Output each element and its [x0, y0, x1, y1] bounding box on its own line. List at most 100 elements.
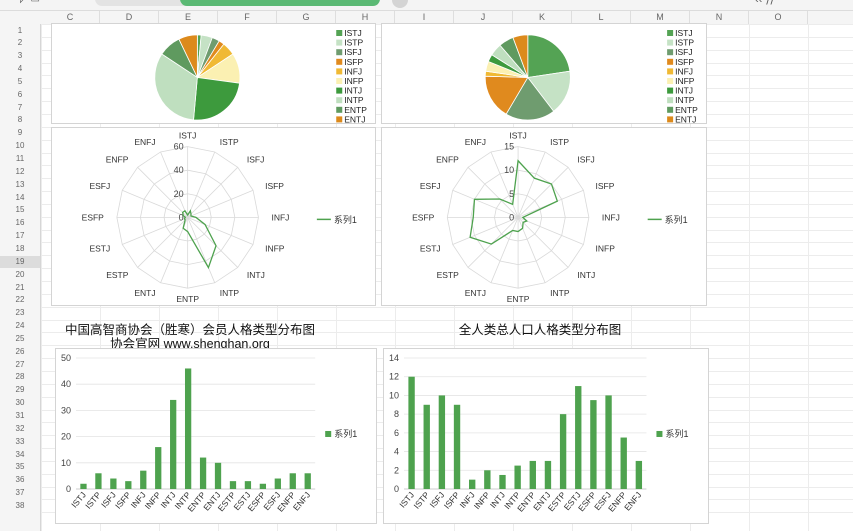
legend-swatch-ENTP [667, 106, 674, 113]
row-header-3[interactable]: 3 [17, 51, 23, 61]
row-header-6[interactable]: 6 [17, 89, 23, 99]
column-header-J[interactable]: J [454, 11, 513, 24]
bar-tick-label: 40 [61, 379, 71, 389]
pie-slice-ENTJ [178, 34, 198, 78]
row-header-10[interactable]: 10 [15, 141, 25, 151]
row-header-8[interactable]: 8 [17, 115, 23, 125]
row-header-36[interactable]: 36 [15, 475, 25, 485]
chart-right-pie[interactable]: ISTJ ISTP ISFJ ISFP INFJ INFP INTJ INTP ENTP ENTJ [381, 23, 707, 124]
bar-ISTJ [80, 483, 87, 489]
chart-left-pie[interactable]: ISTJ ISTP ISFJ ISFP INFJ INFP INTJ INTP ENTP ENTJ [51, 23, 376, 124]
radar-category-label-ISFP: ISFP [265, 181, 284, 191]
column-header-O[interactable]: O [749, 11, 808, 24]
chart-right-radar[interactable]: 0 5 10 15 ISTJ ISTP ISFJ ISFP INFJ INFP INTJ INTP EN… [381, 127, 707, 306]
column-header-G[interactable]: G [277, 11, 336, 24]
column-header-C[interactable]: C [41, 11, 100, 24]
row-header-13[interactable]: 13 [15, 179, 25, 189]
row-header-37[interactable]: 37 [15, 488, 25, 498]
column-header-D[interactable]: D [100, 11, 159, 24]
row-header-25[interactable]: 25 [15, 333, 25, 343]
bar-ENTJ [544, 460, 552, 489]
column-header-F[interactable]: F [218, 11, 277, 24]
radar-spoke [187, 217, 216, 283]
legend-label-ENTP: ENTP [344, 105, 367, 115]
bar-ESFJ [605, 395, 612, 489]
radar-spoke [187, 217, 239, 268]
radar-category-label-ESTP: ESTP [437, 270, 460, 280]
row-header-4[interactable]: 4 [17, 64, 23, 74]
row-header-20[interactable]: 20 [15, 269, 25, 279]
legend-swatch-ISFJ [667, 49, 674, 56]
row-header-28[interactable]: 28 [15, 372, 25, 382]
column-header-M[interactable]: M [631, 11, 690, 24]
radar-spoke [467, 167, 519, 218]
row-header-23[interactable]: 23 [15, 308, 25, 318]
row-header-19[interactable]: 19 [0, 255, 40, 268]
chart-right-bar[interactable]: 0 2 4 6 8 10 12 14 系列1 ISTJ ISTP ISFJ ISFP INFJ INFP IN… [383, 348, 709, 524]
column-header-L[interactable]: L [572, 11, 631, 24]
bar-category-label-ISTP: ISTP [83, 490, 103, 511]
row-header-21[interactable]: 21 [15, 282, 25, 292]
row-header-17[interactable]: 17 [15, 231, 25, 241]
column-header-I[interactable]: I [395, 11, 454, 24]
toolbar-icons-left[interactable]: ◸ ▭ [20, 0, 40, 5]
radar-category-label-ENFJ: ENFJ [465, 137, 486, 147]
row-header-9[interactable]: 9 [17, 128, 23, 138]
bar-tick-label: 10 [389, 390, 399, 400]
radar-tick-label: 15 [504, 142, 514, 152]
legend-label-INTP: INTP [675, 95, 695, 105]
row-header-26[interactable]: 26 [15, 346, 25, 356]
row-header-11[interactable]: 11 [15, 154, 25, 163]
radar-category-label-INFP: INFP [265, 244, 285, 254]
bar-ESFP [259, 483, 267, 489]
bar-INTJ [170, 399, 177, 489]
row-header-5[interactable]: 5 [17, 76, 23, 86]
row-header-12[interactable]: 12 [15, 166, 25, 176]
row-header-15[interactable]: 15 [15, 205, 25, 215]
row-header-16[interactable]: 16 [15, 218, 25, 228]
row-header-33[interactable]: 33 [15, 436, 25, 446]
bar-INFJ [469, 479, 476, 489]
pie-slice-ISTJ [527, 34, 571, 78]
row-header-2[interactable]: 2 [17, 38, 23, 48]
chart-left-bar[interactable]: 0 10 20 30 40 50 系列1 ISTJ ISTP ISFJ ISFP INFJ INFP IN… [55, 348, 377, 524]
row-header-7[interactable]: 7 [17, 102, 23, 112]
legend-label: 系列1 [665, 214, 688, 225]
column-header-H[interactable]: H [336, 11, 395, 24]
toolbar-tab-active[interactable] [180, 0, 380, 6]
row-header-14[interactable]: 14 [15, 192, 25, 202]
chart-left-radar[interactable]: 0 20 40 60 ISTJ ISTP ISFJ ISFP INFJ INFP INTJ INTP E… [51, 127, 376, 306]
column-header-E[interactable]: E [159, 11, 218, 24]
bar-tick-label: 0 [66, 484, 71, 494]
row-header-38[interactable]: 38 [15, 500, 25, 510]
row-header-34[interactable]: 34 [15, 449, 25, 459]
toolbar-circle-button[interactable] [392, 0, 408, 8]
row-header-32[interactable]: 32 [15, 423, 25, 433]
left-chart-title-line2: 协会官网 www.shenghan.org [110, 337, 270, 351]
pie-slice-ENTJ [512, 34, 529, 78]
row-header-1[interactable]: 1 [17, 25, 23, 35]
toolbar-icons-right[interactable]: ‹‹ ⟩⟩ [755, 0, 774, 6]
bar-INFP [155, 447, 162, 489]
row-header-35[interactable]: 35 [15, 462, 25, 472]
radar-tick-label: 5 [509, 189, 514, 199]
row-header-29[interactable]: 29 [15, 385, 25, 395]
column-header-N[interactable]: N [690, 11, 749, 24]
bar-ENTP [199, 457, 207, 489]
bar-ESFJ [274, 478, 281, 489]
legend-label-ISFP: ISFP [344, 57, 363, 67]
pie-slice-ISTP [527, 70, 571, 112]
radar-category-label-INFP: INFP [596, 244, 616, 254]
radar-category-label-ESFJ: ESFJ [420, 181, 441, 191]
radar-category-label-ESFP: ESFP [82, 212, 105, 222]
row-header-18[interactable]: 18 [15, 243, 25, 253]
row-header-27[interactable]: 27 [15, 359, 25, 369]
radar-tick-label: 20 [174, 189, 184, 199]
legend-swatch-INFP [336, 78, 343, 84]
row-header-30[interactable]: 30 [15, 398, 25, 408]
row-header-24[interactable]: 24 [15, 321, 25, 331]
radar-category-label-INFJ: INFJ [602, 212, 620, 222]
column-header-K[interactable]: K [513, 11, 572, 24]
row-header-22[interactable]: 22 [15, 295, 25, 305]
row-header-31[interactable]: 31 [15, 411, 25, 420]
